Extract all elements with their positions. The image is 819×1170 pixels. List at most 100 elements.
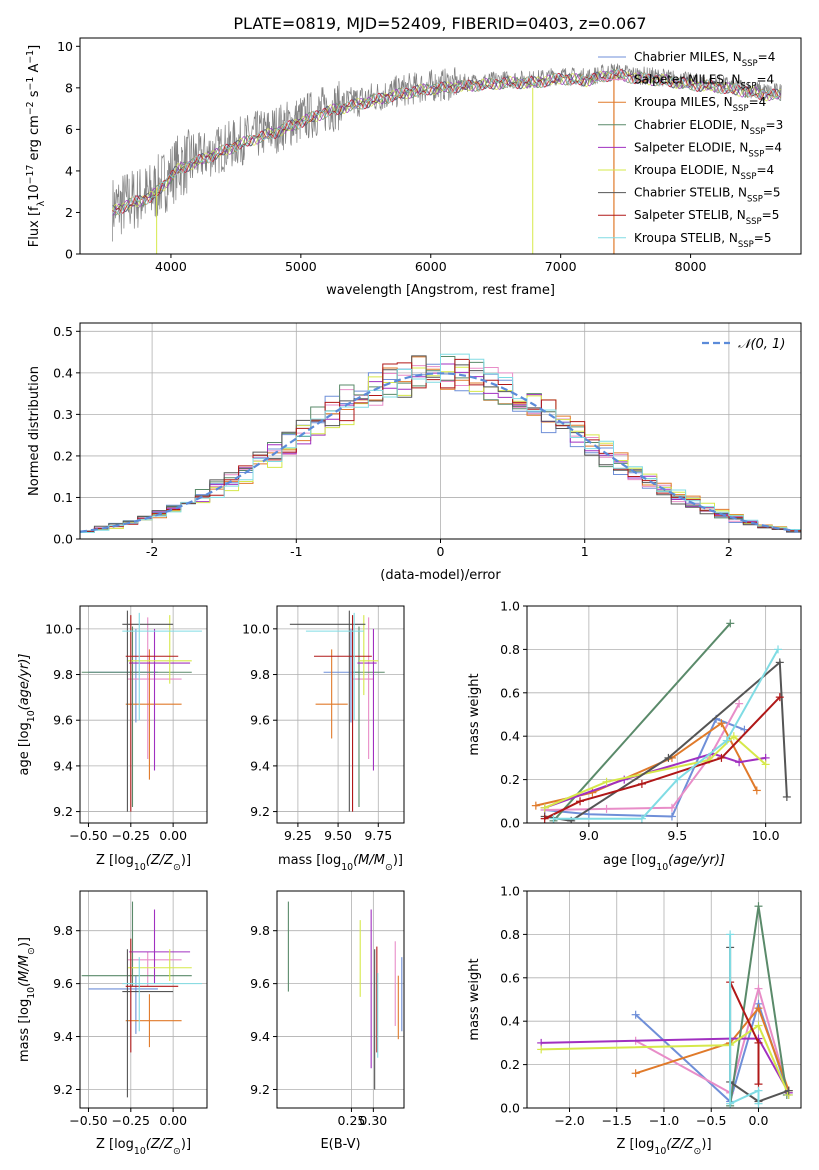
label-part: s: [27, 90, 42, 101]
legend-text: Salpeter ELODIE, N: [634, 140, 748, 154]
label-part: −17: [25, 165, 36, 185]
legend-sub: SSP: [747, 195, 763, 205]
y-tick-label: 0.8: [500, 927, 520, 942]
errorbar-point: [81, 901, 192, 987]
label-part: Z [log: [96, 1137, 134, 1152]
y-tick-label: 0.8: [500, 642, 520, 657]
gaussian-curve: [80, 372, 799, 533]
label-part: )]: [393, 853, 403, 868]
legend-text: Kroupa ELODIE, N: [634, 163, 741, 177]
x-axis-label: Z [log10(Z/Z⊙)]: [96, 1137, 191, 1157]
age_vs_Z-axes: −0.50 −0.25 0.009.29.49.69.810.0Z [log10(Z…: [17, 605, 208, 873]
x-tick-label: −1.0: [649, 1113, 679, 1128]
legend-value: =4: [749, 95, 767, 109]
label-part: (age/yr)]: [668, 853, 725, 868]
legend-text: Chabrier MILES, N: [634, 50, 742, 64]
legend-sub: SSP: [750, 127, 766, 137]
mass_vs_ebv-plot-area: [287, 901, 403, 1090]
y-axis-label: mass weight: [467, 673, 482, 755]
label-part: ⊙: [694, 1146, 702, 1157]
legend-text: Chabrier STELIB, N: [634, 186, 747, 200]
residuals-axes: -2 -1 0 1 2 0.0 0.1 0.2 0.3 0.4 0.5 (data-model)/er…: [27, 322, 802, 583]
weight-line: [541, 1023, 790, 1096]
y-tick-label: 10.0: [45, 621, 73, 636]
x-tick-label: 2: [725, 544, 733, 559]
y-tick-label: 9.2: [250, 804, 270, 819]
y-tick-label: 0.4: [500, 1014, 520, 1029]
spectrum-frame: [79, 37, 802, 255]
y-tick-label: 0.0: [500, 816, 520, 831]
label-part: (age/yr)]: [17, 654, 32, 711]
legend-value: =5: [754, 231, 772, 245]
x-tick-label: -2: [146, 544, 158, 559]
label-part: (Z/Z: [666, 1137, 694, 1152]
age_vs_mass-frame: [276, 605, 405, 824]
label-part: mass [log: [278, 853, 341, 868]
legend-value: =4: [756, 163, 774, 177]
y-tick-label: 0.6: [500, 685, 520, 700]
x-tick-label: 0: [437, 544, 445, 559]
y-tick-label: 9.8: [53, 667, 73, 682]
x-tick-label: 0.00: [159, 828, 187, 843]
label-part: 10: [26, 710, 37, 722]
y-tick-label: 8: [65, 80, 73, 95]
weight-line: [729, 934, 760, 1106]
histogram-line: [80, 353, 801, 539]
age_vs_Z-plot-area: [81, 610, 202, 812]
y-tick-label: 0.6: [500, 970, 520, 985]
weight-line: [552, 622, 732, 822]
legend-label: Chabrier ELODIE, NSSP=3: [634, 118, 783, 137]
label-part: ⊙: [385, 862, 393, 873]
x-tick-label: 9.50: [324, 828, 352, 843]
x-tick-label: 5000: [285, 259, 317, 274]
y-tick-label: 6: [65, 122, 73, 137]
legend-label: Kroupa MILES, NSSP=4: [634, 95, 766, 114]
x-tick-label: 9.75: [364, 828, 392, 843]
legend-sub: SSP: [741, 172, 757, 182]
y-tick-label: 0.1: [53, 490, 73, 505]
mass_vs_ebv-frame: [276, 890, 405, 1109]
legend-value: =4: [764, 140, 782, 154]
label-part: mass [log: [17, 999, 32, 1062]
legend-sub: SSP: [746, 217, 762, 227]
y-tick-label: 9.4: [250, 1029, 270, 1044]
legend-value: =3: [766, 118, 784, 132]
label-part: λ: [36, 200, 47, 206]
legend-label: Salpeter ELODIE, NSSP=4: [634, 140, 782, 159]
label-part: Z [log: [96, 853, 134, 868]
legend-sub: SSP: [741, 82, 757, 92]
y-tick-label: 0.2: [53, 448, 73, 463]
label-part: Z [log: [616, 1137, 654, 1152]
x-tick-label: −0.25: [112, 1113, 150, 1128]
x-tick-label: 0.30: [359, 1113, 387, 1128]
legend-value: =5: [762, 208, 780, 222]
errorbar-point: [305, 612, 364, 721]
x-axis-label: Z [log10(Z/Z⊙)]: [96, 853, 191, 873]
x-tick-label: 0.00: [159, 1113, 187, 1128]
legend-label: Salpeter MILES, NSSP=4: [634, 73, 774, 92]
legend-text: Chabrier ELODIE, N: [634, 118, 750, 132]
label-part: 10: [654, 1146, 666, 1157]
errorbar-point: [125, 938, 179, 1053]
weight-line: [541, 1037, 790, 1094]
y-tick-label: 0.3: [53, 407, 73, 422]
label-part: 10: [656, 862, 668, 873]
mass_vs_Z-frame: [79, 890, 208, 1109]
x-tick-label: 9.5: [667, 828, 687, 843]
y-tick-label: 0.5: [53, 324, 73, 339]
y-tick-label: 0.4: [500, 729, 520, 744]
legend-label: Chabrier MILES, NSSP=4: [634, 50, 775, 69]
x-tick-label: 6000: [415, 259, 447, 274]
label-part: 10: [26, 987, 37, 999]
spectrum-axes: 4000 5000 6000 7000 8000 0 2 4 6 8 10 wavelength [A…: [25, 37, 802, 298]
label-part: )]: [181, 853, 191, 868]
y-axis-label: Flux [fλ10−17 erg cm−2 s−1 A−1]: [25, 45, 47, 247]
legend-text: Kroupa MILES, N: [634, 95, 733, 109]
y-tick-label: 9.2: [53, 1082, 73, 1097]
errorbar-point: [122, 957, 202, 1032]
x-tick-label: −0.25: [112, 828, 150, 843]
y-tick-label: 9.8: [53, 923, 73, 938]
